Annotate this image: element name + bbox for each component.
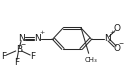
Text: CH₃: CH₃ bbox=[84, 57, 97, 63]
Text: −: − bbox=[119, 40, 124, 45]
Text: +: + bbox=[109, 30, 114, 35]
Text: F: F bbox=[30, 52, 35, 61]
Text: F: F bbox=[14, 58, 19, 67]
Text: N: N bbox=[104, 34, 110, 43]
Text: N: N bbox=[18, 34, 25, 43]
Text: N: N bbox=[34, 34, 41, 43]
Text: −: − bbox=[21, 41, 26, 46]
Text: O: O bbox=[113, 24, 120, 33]
Text: O: O bbox=[113, 44, 120, 53]
Text: F: F bbox=[1, 52, 6, 61]
Text: +: + bbox=[40, 30, 45, 35]
Text: B: B bbox=[16, 45, 22, 54]
